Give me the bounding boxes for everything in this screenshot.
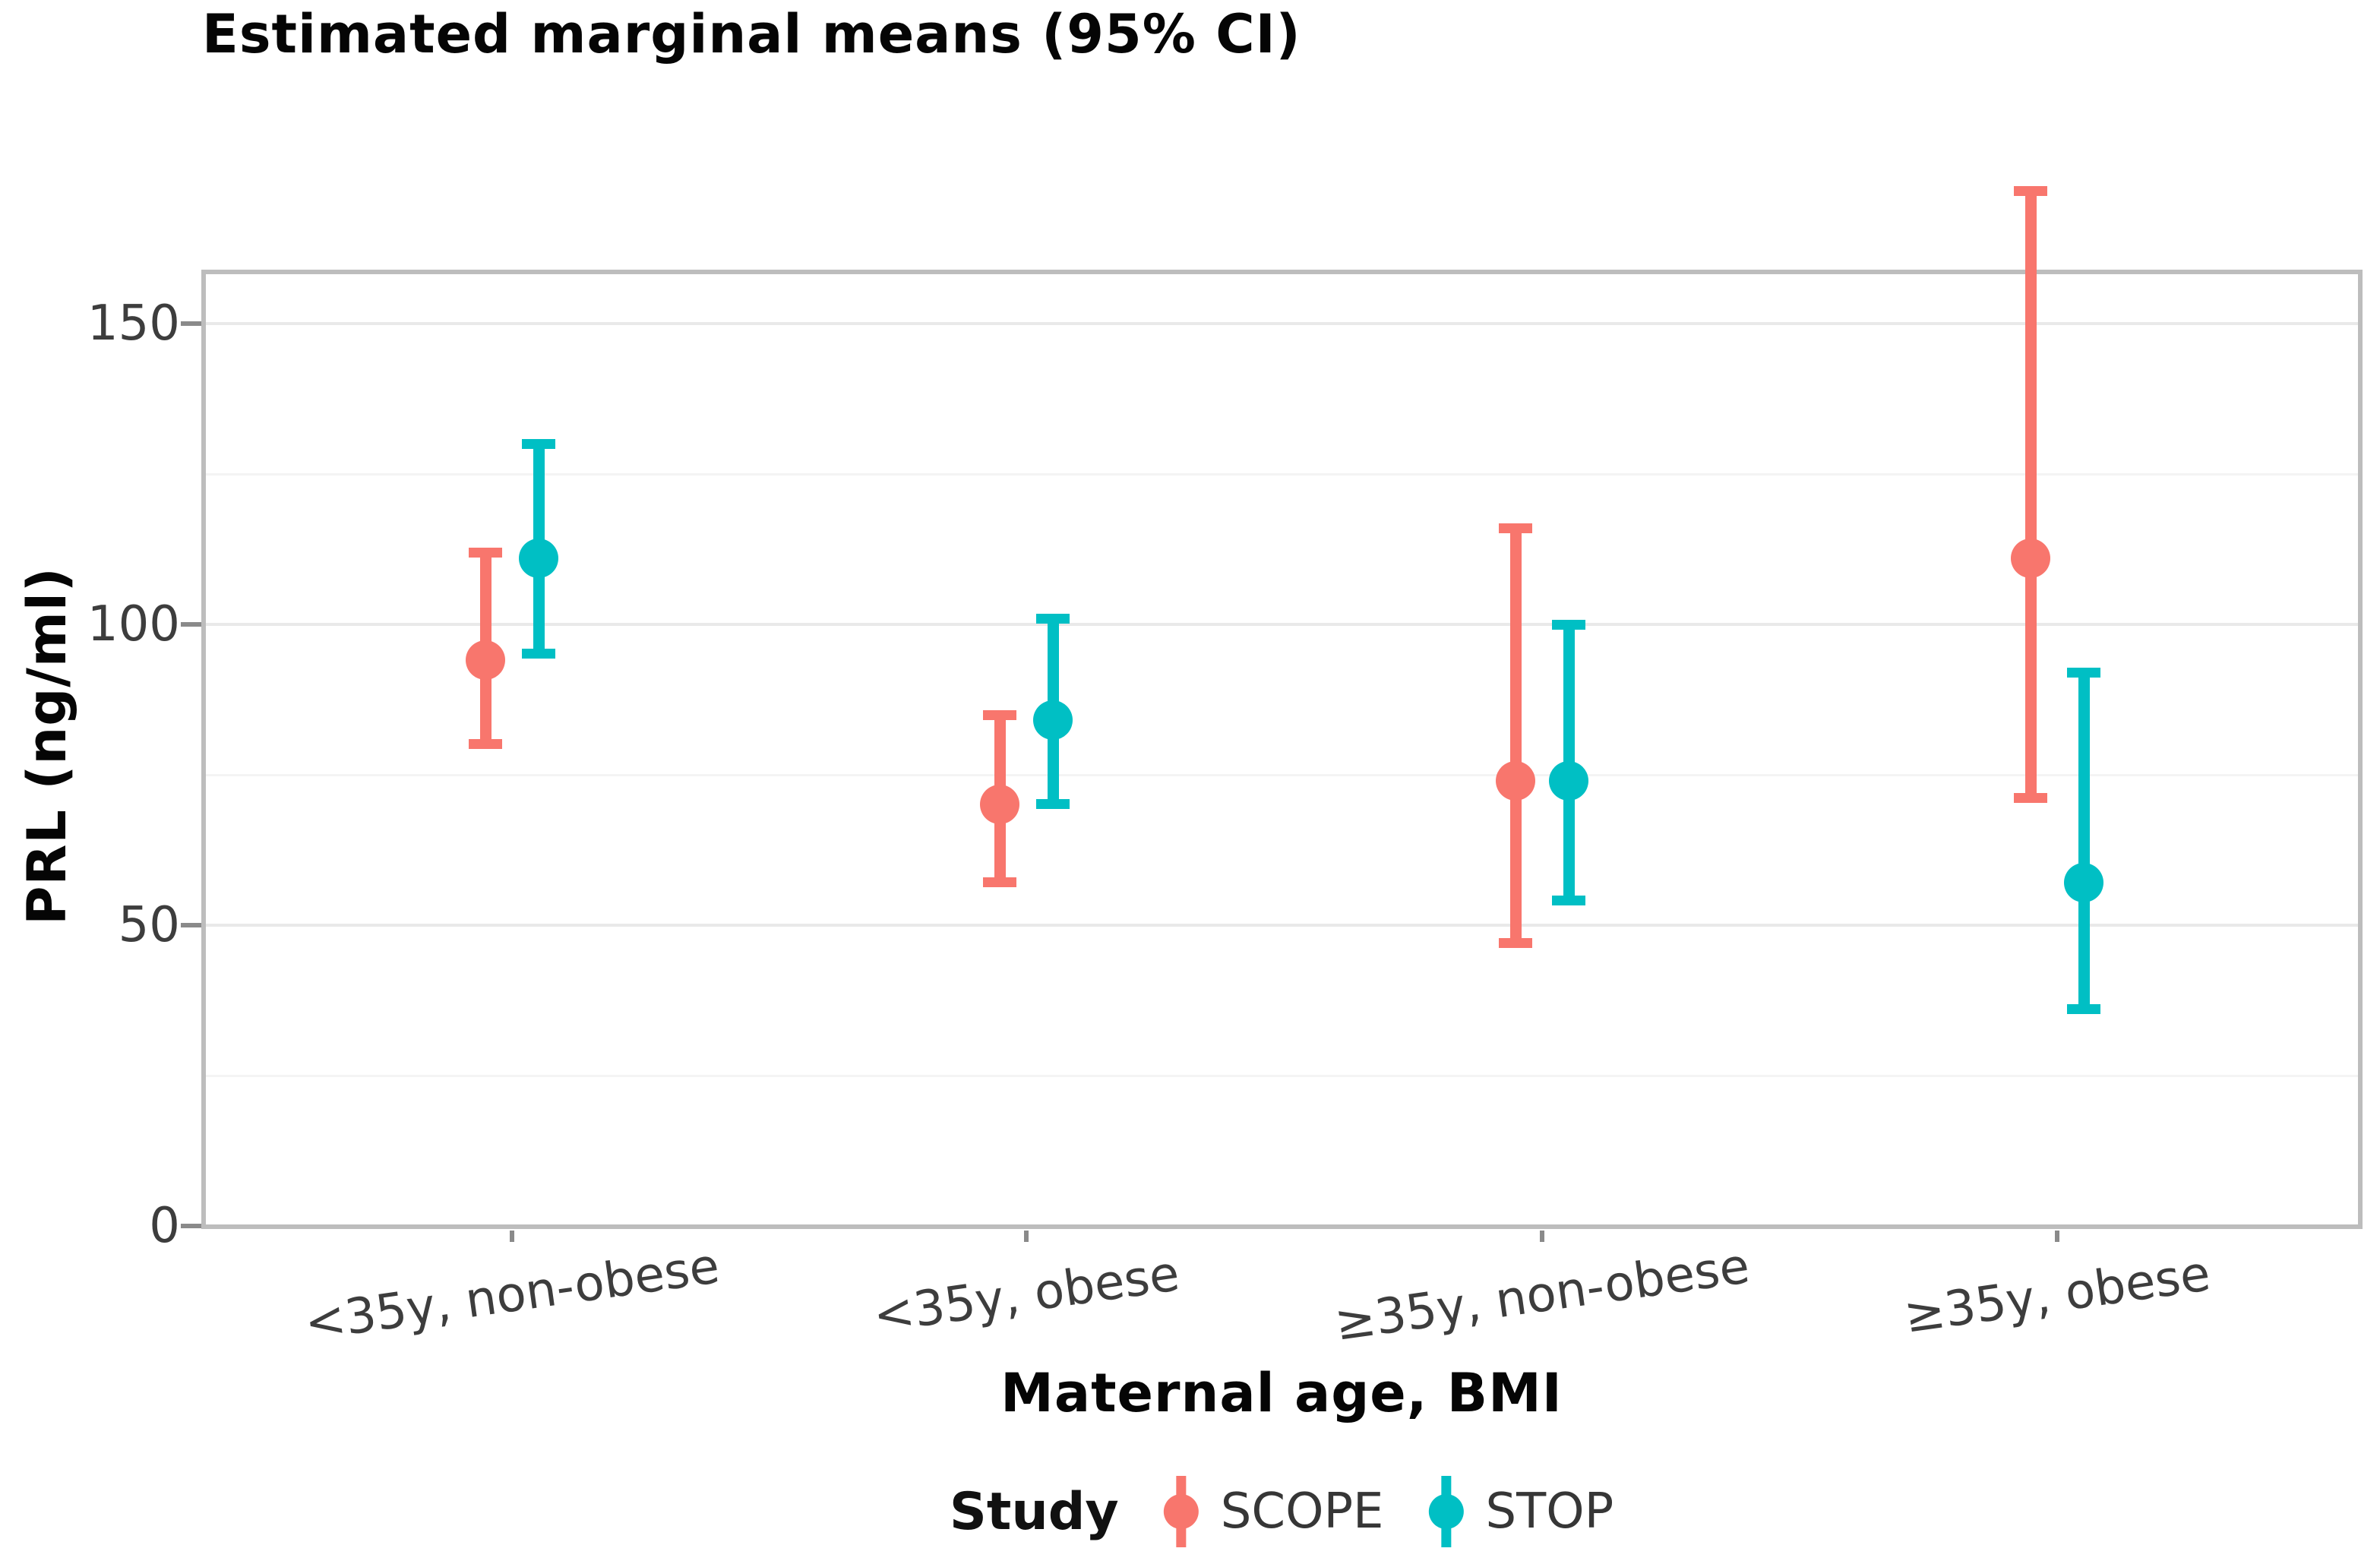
mean-point-stop-0 xyxy=(519,538,559,578)
legend-title: Study xyxy=(949,1481,1119,1542)
y-axis-tick-label-0: 0 xyxy=(149,1198,180,1255)
x-axis-tick-3 xyxy=(2055,1231,2059,1242)
mean-point-scope-3 xyxy=(2011,538,2050,578)
errorbar-cap-bottom-scope-2 xyxy=(1499,937,1533,948)
y-axis-tick-label-150: 150 xyxy=(87,295,180,352)
key-dot xyxy=(1428,1494,1464,1529)
gridline-major-150 xyxy=(206,321,2358,325)
key-dot xyxy=(1163,1494,1199,1529)
errorbar-line-scope-2 xyxy=(1510,527,1522,943)
x-axis-tick-label-1: <35y, obese xyxy=(869,1246,1183,1344)
legend-item-stop: STOP xyxy=(1427,1470,1614,1553)
gridline-major-100 xyxy=(206,622,2358,626)
errorbar-cap-bottom-scope-1 xyxy=(982,877,1016,888)
mean-point-stop-2 xyxy=(1549,760,1589,801)
x-axis-title: Maternal age, BMI xyxy=(1000,1362,1563,1424)
errorbar-cap-top-scope-1 xyxy=(982,709,1016,720)
errorbar-cap-top-stop-1 xyxy=(1035,613,1070,624)
gridline-minor-75 xyxy=(206,773,2358,776)
y-axis-tick-100 xyxy=(181,621,201,627)
y-axis-tick-label-100: 100 xyxy=(87,596,180,652)
mean-point-scope-1 xyxy=(979,785,1019,825)
errorbar-cap-bottom-stop-0 xyxy=(522,649,556,659)
legend-label-scope: SCOPE xyxy=(1220,1483,1384,1540)
errorbar-cap-top-scope-2 xyxy=(1499,523,1533,533)
x-axis-tick-label-3: ≥35y, obese xyxy=(1901,1246,2214,1344)
legend: Study SCOPE STOP xyxy=(950,1470,1614,1553)
legend-item-scope: SCOPE xyxy=(1163,1470,1384,1553)
y-axis-tick-150 xyxy=(181,321,201,326)
errorbar-cap-top-scope-3 xyxy=(2014,186,2047,197)
y-axis-tick-50 xyxy=(181,922,201,927)
errorbar-cap-top-stop-2 xyxy=(1552,619,1586,630)
legend-label-stop: STOP xyxy=(1485,1483,1614,1540)
x-axis-tick-2 xyxy=(1540,1231,1545,1242)
chart-title: Estimated marginal means (95% CI) xyxy=(202,3,1301,65)
x-axis-tick-1 xyxy=(1023,1231,1029,1242)
errorbar-cap-bottom-scope-0 xyxy=(469,739,503,750)
y-axis-tick-0 xyxy=(181,1224,201,1229)
mean-point-stop-1 xyxy=(1032,700,1073,741)
errorbar-cap-bottom-stop-1 xyxy=(1035,799,1070,810)
gridline-major-50 xyxy=(206,923,2358,927)
pointrange-key-scope-icon xyxy=(1163,1470,1199,1553)
y-axis-tick-label-50: 50 xyxy=(118,896,180,953)
gridline-minor-125 xyxy=(206,472,2358,476)
mean-point-stop-3 xyxy=(2064,863,2103,903)
errorbar-line-scope-3 xyxy=(2025,191,2037,799)
errorbar-cap-bottom-scope-3 xyxy=(2014,793,2047,804)
x-axis-tick-label-2: ≥35y, non-obese xyxy=(1331,1238,1753,1352)
errorbar-line-stop-3 xyxy=(2078,672,2090,1009)
x-axis-tick-0 xyxy=(510,1231,515,1242)
errorbar-cap-top-scope-0 xyxy=(469,547,503,558)
errorbar-cap-top-stop-0 xyxy=(522,438,556,449)
errorbar-cap-top-stop-3 xyxy=(2067,668,2100,678)
pointrange-key-stop-icon xyxy=(1427,1470,1464,1553)
gridline-minor-25 xyxy=(206,1074,2358,1077)
errorbar-cap-bottom-stop-2 xyxy=(1552,896,1586,906)
errorbar-cap-bottom-stop-3 xyxy=(2067,1003,2100,1014)
mean-point-scope-2 xyxy=(1496,760,1536,801)
plot-panel xyxy=(201,270,2363,1229)
mean-point-scope-0 xyxy=(466,640,506,681)
x-axis-tick-label-0: <35y, non-obese xyxy=(301,1238,723,1352)
